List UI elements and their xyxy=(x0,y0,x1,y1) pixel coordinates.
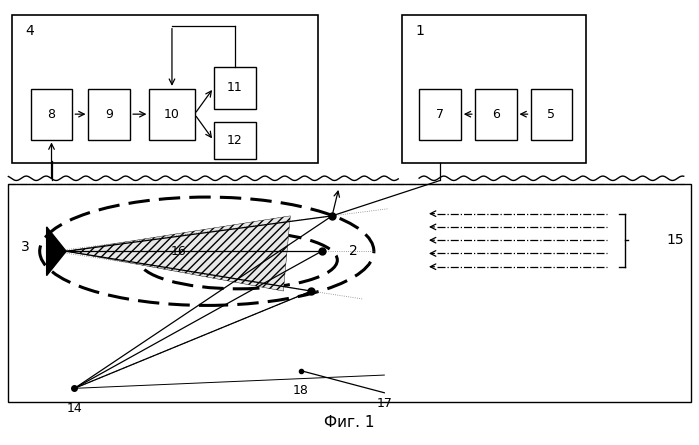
Text: 9: 9 xyxy=(106,108,113,121)
Polygon shape xyxy=(47,227,66,275)
Text: 11: 11 xyxy=(226,81,243,94)
Bar xyxy=(8,184,691,401)
Text: 16: 16 xyxy=(171,245,187,258)
Bar xyxy=(31,89,73,140)
Polygon shape xyxy=(66,216,290,291)
Text: 2: 2 xyxy=(350,244,359,258)
Text: 4: 4 xyxy=(26,24,34,37)
Text: 3: 3 xyxy=(22,240,30,254)
Bar xyxy=(150,89,194,140)
Text: 8: 8 xyxy=(48,108,55,121)
Bar xyxy=(475,89,517,140)
Text: 12: 12 xyxy=(226,134,243,147)
Text: Фиг. 1: Фиг. 1 xyxy=(324,415,375,430)
Bar xyxy=(531,89,572,140)
Bar xyxy=(214,67,256,109)
Text: 6: 6 xyxy=(492,108,500,121)
Text: 5: 5 xyxy=(547,108,556,121)
Bar xyxy=(419,89,461,140)
Text: 14: 14 xyxy=(66,401,82,415)
Bar xyxy=(402,15,586,163)
Text: 1: 1 xyxy=(416,24,424,37)
Bar xyxy=(12,15,318,163)
Text: 15: 15 xyxy=(666,233,684,247)
Text: 10: 10 xyxy=(164,108,180,121)
Text: 7: 7 xyxy=(436,108,444,121)
Bar xyxy=(88,89,130,140)
Text: 17: 17 xyxy=(376,397,392,410)
Bar xyxy=(214,122,256,159)
Text: 18: 18 xyxy=(293,384,309,397)
